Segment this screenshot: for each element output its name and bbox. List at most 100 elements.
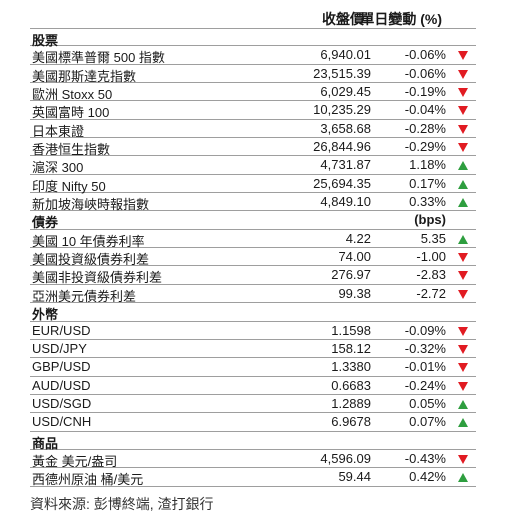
triangle-down-icon [458,363,468,373]
triangle-down-icon [458,69,468,79]
triangle-down-icon [458,454,468,464]
row-close-value: 4,849.10 [320,194,371,210]
table-row: USD/SGD 1.2889 0.05% [30,395,476,414]
section-title: 債券 [32,215,59,231]
header-close: 收盤價 [322,11,364,27]
section-title: 外幣 [32,307,59,323]
triangle-down-icon [458,124,468,134]
row-change-value: 5.35 [420,230,446,246]
row-close-value: 25,694.35 [313,175,371,191]
table-row: GBP/USD 1.3380 -0.01% [30,358,476,377]
row-name: 美國 10 年債券利率 [32,233,145,249]
row-change-value: -0.24% [404,377,446,393]
table-row: 西德州原油 桶/美元 59.44 0.42% [30,468,476,488]
table-row: 印度 Nifty 50 25,694.35 0.17% [30,175,476,194]
row-name: 美國投資級債券利差 [32,252,150,268]
triangle-down-icon [458,106,468,116]
row-close-value: 59.44 [338,469,371,485]
row-close-value: 74.00 [338,249,371,265]
row-close-value: 23,515.39 [313,65,371,81]
row-change-value: -0.04% [404,102,446,118]
row-name: 黃金 美元/盎司 [32,453,118,469]
row-change-value: -2.72 [416,285,446,301]
table-header: 收盤價 單日變動 (%) [30,8,476,28]
row-name: 歐洲 Stoxx 50 [32,87,113,103]
table-row: USD/CNH 6.9678 0.07% [30,413,476,432]
row-close-value: 4,596.09 [320,450,371,466]
row-change-value: -0.43% [404,450,446,466]
row-change-value: -0.06% [404,47,446,63]
row-name: 美國標準普爾 500 指數 [32,50,165,66]
row-change-value: 0.42% [409,469,446,485]
table-row: 滬深 300 4,731.87 1.18% [30,156,476,175]
row-name: 香港恒生指數 [32,142,111,158]
section-unit: (bps) [414,212,446,228]
row-close-value: 3,658.68 [320,120,371,136]
row-name: USD/JPY [32,340,87,356]
row-change-value: -0.32% [404,340,446,356]
table-row: 日本東證 3,658.68 -0.28% [30,120,476,139]
row-close-value: 1.2889 [331,395,371,411]
section-header: 商品 [30,432,476,451]
row-name: 印度 Nifty 50 [32,178,106,194]
table-row: 美國 10 年債券利率 4.22 5.35 [30,230,476,249]
table-row: 美國投資級債券利差 74.00 -1.00 [30,248,476,268]
table-row: 香港恒生指數 26,844.96 -0.29% [30,138,476,158]
triangle-down-icon [458,88,468,98]
triangle-down-icon [458,344,468,354]
row-change-value: -0.28% [404,120,446,136]
table-body: 股票美國標準普爾 500 指數 6,940.01 -0.06% 美國那斯達克指數 23,… [30,28,476,487]
row-close-value: 10,235.29 [313,102,371,118]
section-header: 股票 [30,28,476,48]
row-name: EUR/USD [32,322,91,338]
table-row: 亞洲美元債券利差 99.38 -2.72 [30,285,476,304]
triangle-down-icon [458,253,468,263]
triangle-up-icon [458,399,468,409]
row-name: 美國那斯達克指數 [32,68,137,84]
source-note: 資料來源: 彭博終端, 渣打銀行 [30,496,214,512]
table-row: 新加坡海峽時報指數 4,849.10 0.33% [30,193,476,212]
market-table: 收盤價 單日變動 (%) 股票美國標準普爾 500 指數 6,940.01 -0.0… [30,8,476,487]
row-name: 英國富時 100 [32,105,110,121]
row-close-value: 4.22 [345,230,371,246]
section-header: 債券 (bps) [30,211,476,231]
row-change-value: -0.01% [404,359,446,375]
triangle-up-icon [458,161,468,171]
row-name: 西德州原油 桶/美元 [32,472,144,488]
section-title: 股票 [32,33,59,48]
triangle-down-icon [458,271,468,281]
row-close-value: 0.6683 [331,377,371,393]
row-close-value: 6,940.01 [320,47,371,63]
table-row: 美國非投資級債券利差 276.97 -2.83 [30,266,476,285]
triangle-up-icon [458,179,468,189]
triangle-down-icon [458,381,468,391]
row-change-value: -2.83 [416,267,446,283]
row-name: USD/SGD [32,395,92,411]
row-close-value: 4,731.87 [320,157,371,173]
row-change-value: -0.19% [404,84,446,100]
section-title: 商品 [32,435,59,451]
row-close-value: 276.97 [331,267,371,283]
row-close-value: 6,029.45 [320,84,371,100]
header-change: 單日變動 (%) [360,11,442,27]
row-name: 亞洲美元債券利差 [32,288,137,304]
row-change-value: -0.09% [404,322,446,338]
row-name: AUD/USD [32,377,91,393]
table-row: 英國富時 100 10,235.29 -0.04% [30,101,476,121]
row-change-value: 0.05% [409,395,446,411]
table-row: 黃金 美元/盎司 4,596.09 -0.43% [30,450,476,469]
row-change-value: 0.07% [409,414,446,430]
row-close-value: 6.9678 [331,414,371,430]
row-close-value: 99.38 [338,285,371,301]
table-row: USD/JPY 158.12 -0.32% [30,340,476,359]
triangle-down-icon [458,51,468,61]
table-row: AUD/USD 0.6683 -0.24% [30,377,476,395]
row-change-value: 1.18% [409,157,446,173]
row-name: USD/CNH [32,414,92,430]
row-change-value: -0.06% [404,65,446,81]
row-change-value: -0.29% [404,139,446,155]
table-row: EUR/USD 1.1598 -0.09% [30,322,476,340]
row-name: 日本東證 [32,123,85,139]
triangle-up-icon [458,234,468,244]
triangle-down-icon [458,289,468,299]
